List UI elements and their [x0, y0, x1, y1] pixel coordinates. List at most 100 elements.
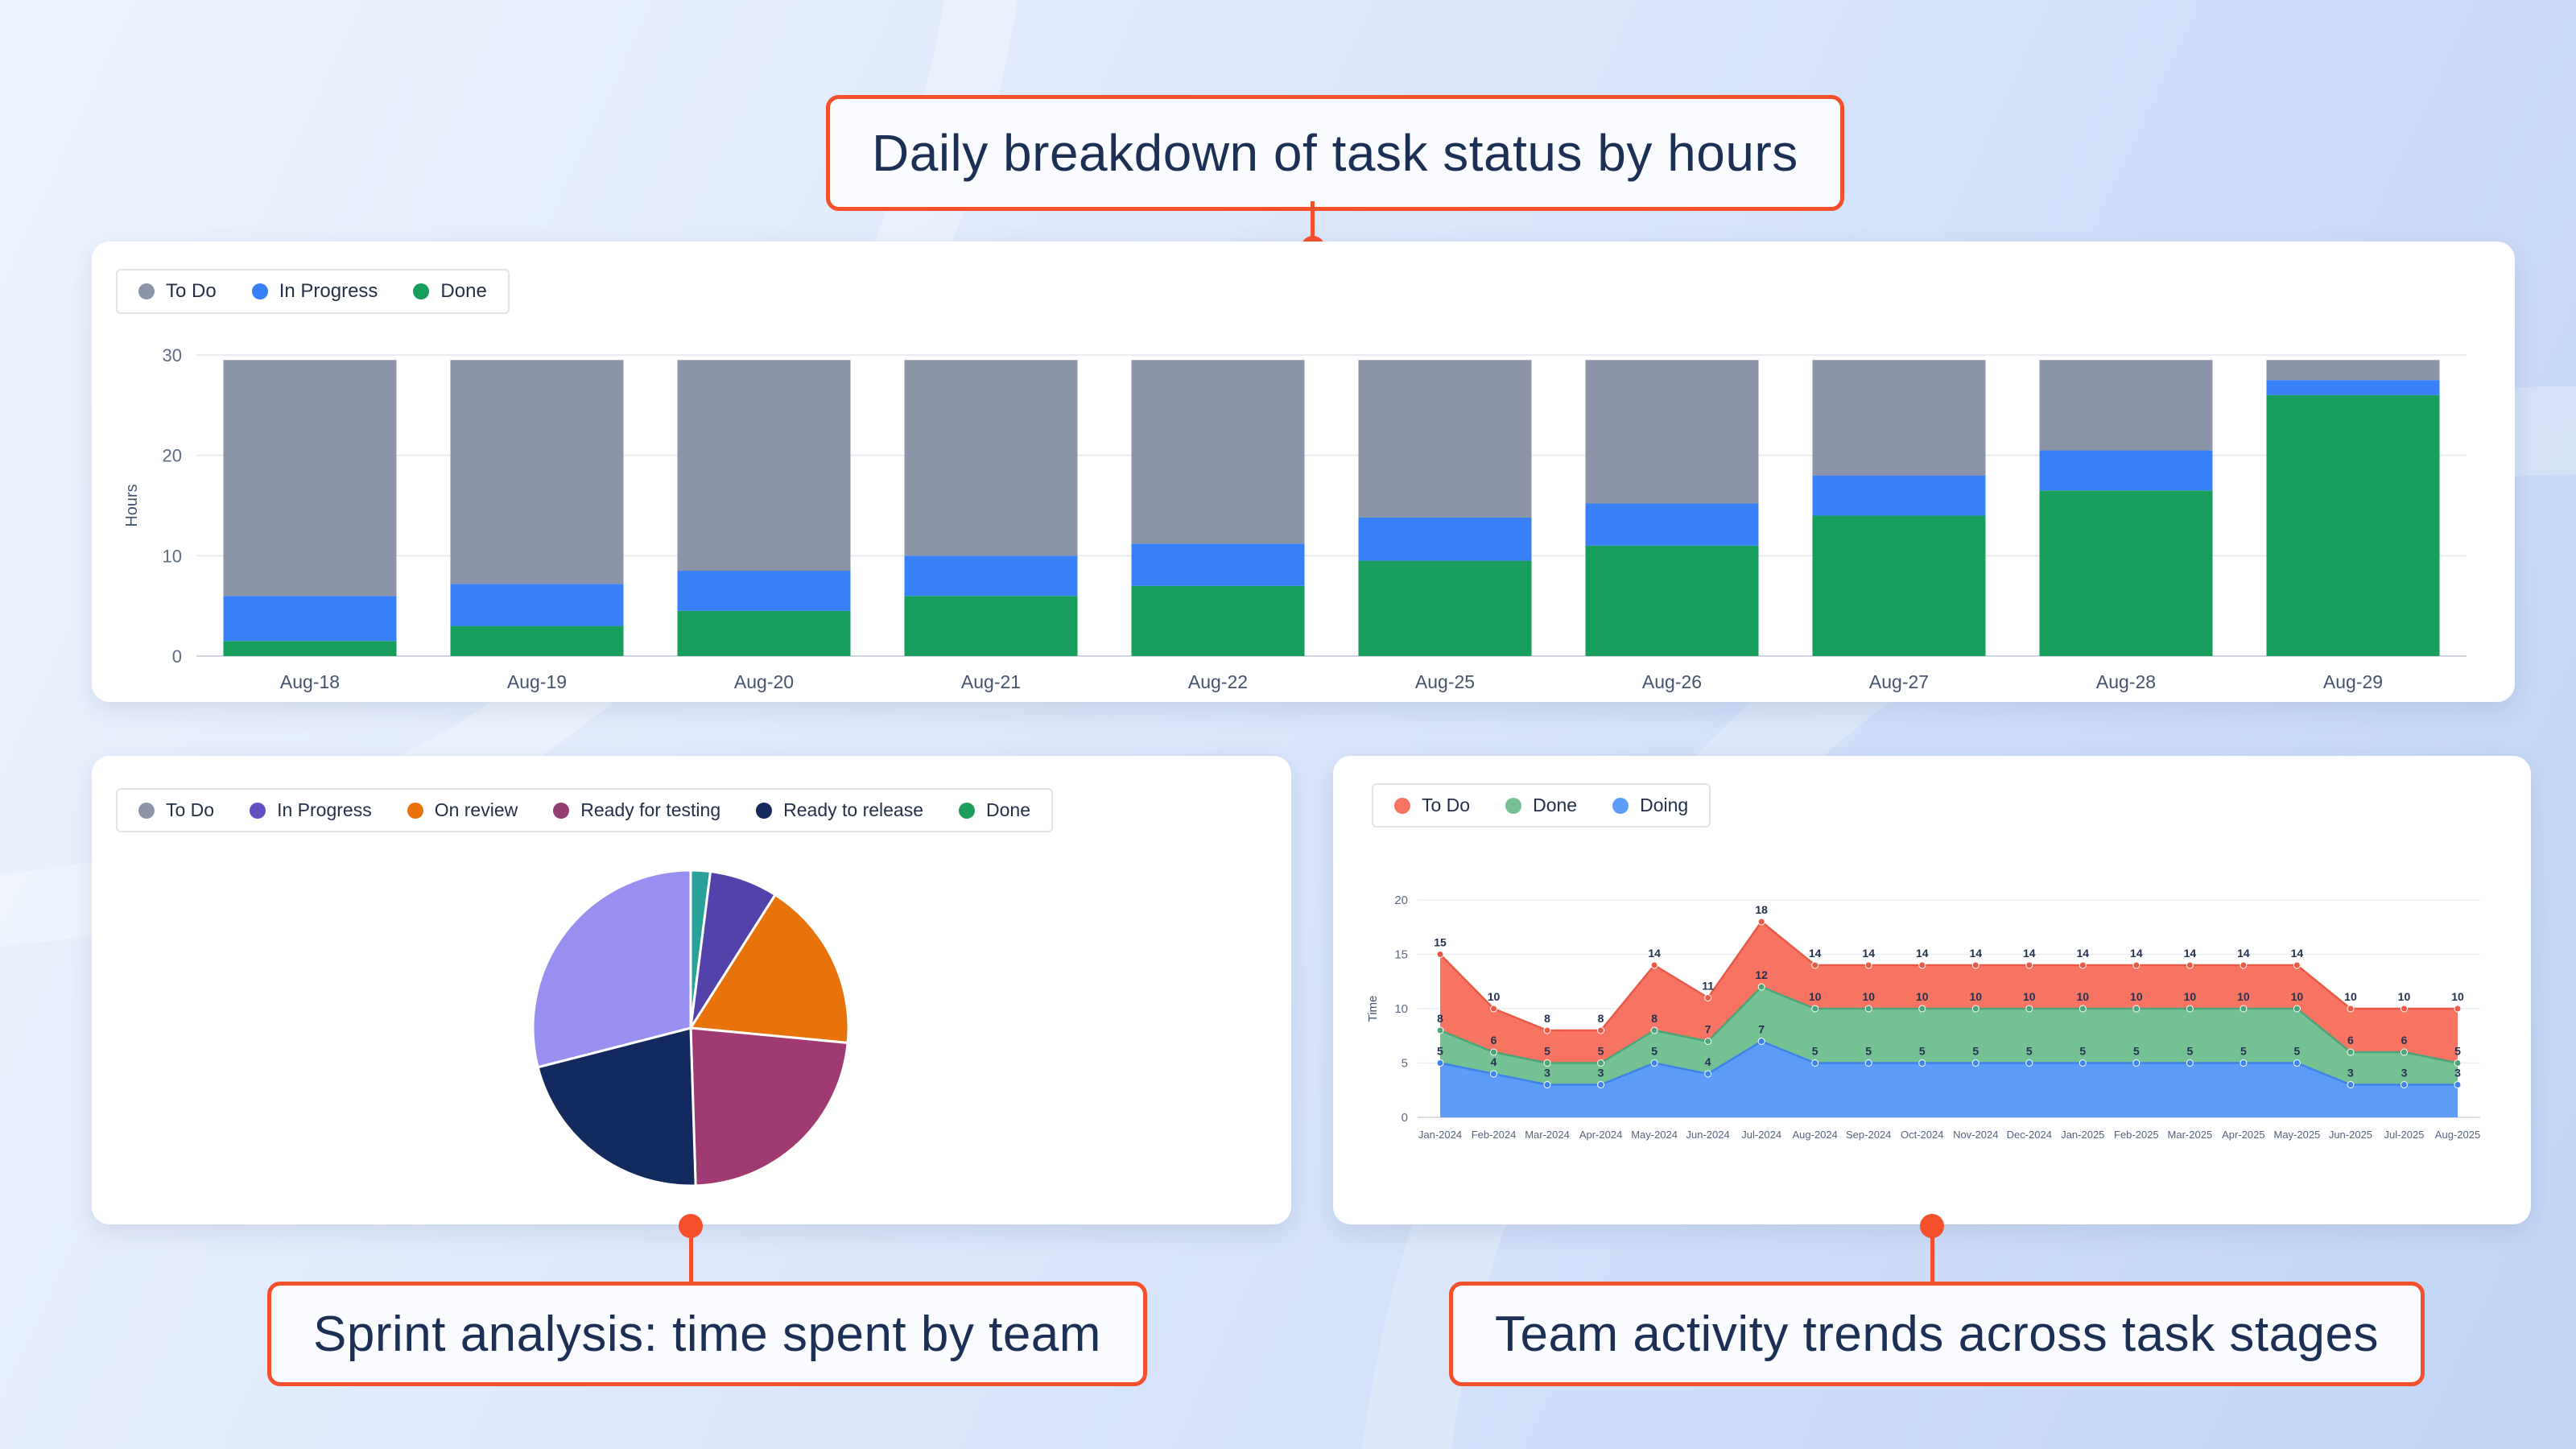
- svg-text:10: 10: [1916, 990, 1929, 1003]
- area-chart: 0 5 10 15 20 Time Jan-2024 Feb-2024 Mar-2024 Apr-…: [1366, 894, 2480, 1141]
- svg-text:10: 10: [163, 546, 182, 566]
- svg-text:10: 10: [2077, 990, 2090, 1003]
- svg-text:6: 6: [1491, 1034, 1497, 1046]
- svg-text:Oct-2024: Oct-2024: [1901, 1129, 1943, 1141]
- legend-item-in-progress: In Progress: [251, 280, 378, 303]
- svg-text:10: 10: [1809, 990, 1822, 1003]
- svg-text:10: 10: [1394, 1002, 1408, 1016]
- svg-text:3: 3: [1544, 1067, 1550, 1080]
- legend-item-done: Done: [1505, 795, 1577, 816]
- svg-text:Aug-2024: Aug-2024: [1792, 1129, 1837, 1141]
- svg-text:14: 14: [1916, 947, 1929, 960]
- svg-text:7: 7: [1758, 1023, 1765, 1036]
- svg-text:4: 4: [1491, 1055, 1497, 1068]
- svg-text:Aug-25: Aug-25: [1415, 671, 1475, 692]
- svg-text:10: 10: [2451, 990, 2464, 1003]
- svg-text:8: 8: [1544, 1012, 1550, 1025]
- legend-color-dot: [251, 283, 268, 299]
- svg-text:14: 14: [1648, 947, 1661, 960]
- svg-text:Aug-28: Aug-28: [2096, 671, 2156, 692]
- svg-text:Jun-2025: Jun-2025: [2329, 1129, 2372, 1141]
- svg-text:3: 3: [2347, 1067, 2354, 1080]
- legend-color-dot: [413, 283, 430, 299]
- pie-chart-legend: To Do In Progress On review Ready for testi…: [116, 788, 1053, 832]
- svg-text:14: 14: [2291, 947, 2304, 960]
- svg-text:14: 14: [2130, 947, 2143, 960]
- svg-text:8: 8: [1437, 1012, 1443, 1025]
- svg-text:5: 5: [1865, 1045, 1872, 1058]
- svg-text:Jul-2025: Jul-2025: [2384, 1129, 2425, 1141]
- legend-color-dot: [1505, 797, 1522, 814]
- legend-item-to-do: To Do: [138, 280, 217, 303]
- team-activity-chart-card: To Do Done Doing 0 5 10 15 20 Time Jan-2024 Feb-2…: [1333, 756, 2531, 1224]
- svg-text:11: 11: [1702, 980, 1714, 993]
- svg-text:Aug-26: Aug-26: [1642, 671, 1702, 692]
- callout-sprint-analysis: Sprint analysis: time spent by team: [267, 1282, 1147, 1386]
- legend-item-to-do: To Do: [1394, 795, 1470, 816]
- svg-text:Mar-2025: Mar-2025: [2168, 1129, 2213, 1141]
- legend-item-done: Done: [413, 280, 487, 303]
- svg-text:Mar-2024: Mar-2024: [1525, 1129, 1570, 1141]
- sprint-analysis-chart-card: To Do In Progress On review Ready for testi…: [92, 756, 1291, 1224]
- svg-text:30: 30: [163, 345, 182, 365]
- svg-text:18: 18: [1755, 903, 1768, 916]
- legend-color-dot: [138, 802, 155, 819]
- legend-label: Doing: [1640, 795, 1689, 815]
- svg-text:Aug-19: Aug-19: [507, 671, 567, 692]
- svg-text:8: 8: [1651, 1012, 1657, 1025]
- svg-text:5: 5: [2133, 1045, 2140, 1058]
- svg-text:5: 5: [1651, 1045, 1657, 1058]
- legend-label: To Do: [1422, 795, 1471, 815]
- svg-text:4: 4: [1705, 1055, 1711, 1068]
- svg-text:6: 6: [2347, 1034, 2354, 1046]
- callout-connector-line: [689, 1236, 693, 1283]
- legend-item-ready-to-release: Ready to release: [756, 799, 923, 821]
- legend-label: Ready to release: [783, 799, 924, 820]
- callout-connector-line: [1311, 201, 1315, 240]
- legend-label: On review: [434, 799, 518, 820]
- legend-color-dot: [138, 283, 155, 299]
- svg-text:Aug-21: Aug-21: [961, 671, 1021, 692]
- pie-chart: [531, 869, 850, 1187]
- legend-color-dot: [407, 802, 423, 819]
- svg-text:5: 5: [2026, 1045, 2033, 1058]
- area-chart-legend: To Do Done Doing: [1372, 783, 1711, 828]
- svg-text:10: 10: [1488, 990, 1501, 1003]
- svg-text:14: 14: [1862, 947, 1875, 960]
- svg-text:Jan-2024: Jan-2024: [1418, 1129, 1462, 1141]
- svg-text:0: 0: [1402, 1111, 1408, 1125]
- svg-text:5: 5: [1972, 1045, 1979, 1058]
- svg-text:5: 5: [2079, 1045, 2086, 1058]
- svg-text:7: 7: [1705, 1023, 1711, 1036]
- svg-text:May-2024: May-2024: [1631, 1129, 1678, 1141]
- svg-text:Feb-2025: Feb-2025: [2114, 1129, 2159, 1141]
- svg-text:15: 15: [1434, 936, 1447, 949]
- svg-text:3: 3: [2454, 1067, 2461, 1080]
- legend-item-on-review: On review: [407, 799, 518, 821]
- callout-team-activity: Team activity trends across task stages: [1449, 1282, 2425, 1386]
- legend-item-done: Done: [959, 799, 1030, 821]
- svg-text:15: 15: [1394, 948, 1408, 962]
- svg-text:6: 6: [2401, 1034, 2408, 1046]
- svg-text:8: 8: [1598, 1012, 1604, 1025]
- svg-text:Sep-2024: Sep-2024: [1846, 1129, 1891, 1141]
- svg-text:10: 10: [2184, 990, 2197, 1003]
- svg-text:5: 5: [2294, 1045, 2301, 1058]
- svg-text:Feb-2024: Feb-2024: [1472, 1129, 1517, 1141]
- svg-text:0: 0: [172, 646, 182, 667]
- svg-text:12: 12: [1755, 968, 1768, 981]
- svg-text:10: 10: [2291, 990, 2304, 1003]
- svg-text:Time: Time: [1366, 996, 1380, 1022]
- svg-text:10: 10: [2398, 990, 2411, 1003]
- legend-item-to-do: To Do: [138, 799, 214, 821]
- svg-text:Aug-29: Aug-29: [2323, 671, 2383, 692]
- legend-color-dot: [959, 802, 976, 819]
- legend-color-dot: [553, 802, 570, 819]
- legend-item-ready-for-testing: Ready for testing: [553, 799, 720, 821]
- svg-text:5: 5: [1544, 1045, 1550, 1058]
- svg-text:5: 5: [1812, 1045, 1818, 1058]
- svg-text:10: 10: [2130, 990, 2143, 1003]
- svg-text:May-2025: May-2025: [2274, 1129, 2321, 1141]
- legend-label: Done: [986, 799, 1030, 820]
